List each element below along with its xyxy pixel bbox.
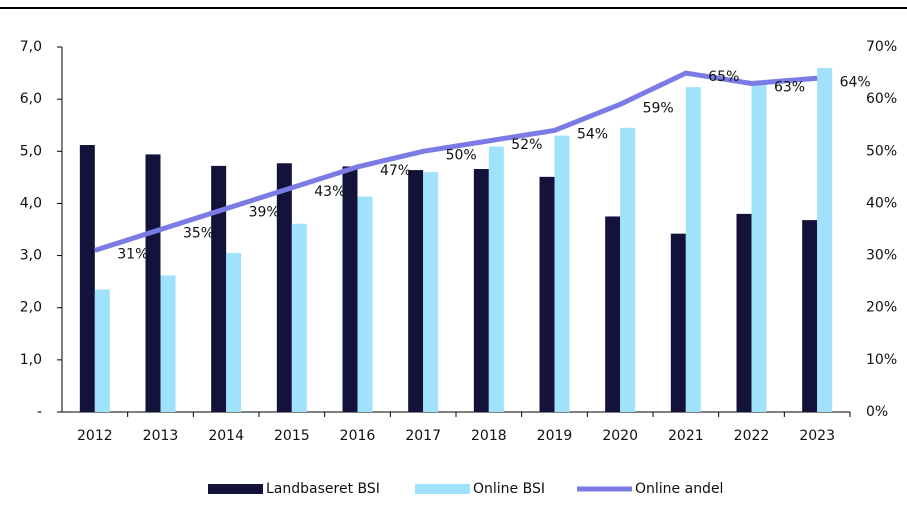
bar: [751, 83, 767, 412]
legend-swatch: [208, 484, 263, 494]
x-tick-label: 2012: [77, 428, 113, 444]
data-label: 47%: [380, 163, 411, 179]
bar: [145, 154, 161, 412]
bar: [342, 166, 358, 412]
x-tick-label: 2019: [537, 428, 573, 444]
x-tick-label: 2013: [143, 428, 179, 444]
bar: [408, 170, 424, 412]
y2-tick-label: 40%: [866, 195, 897, 211]
y-tick-label: -: [37, 404, 42, 420]
bar: [736, 213, 752, 412]
x-tick-label: 2023: [799, 428, 835, 444]
bar: [79, 145, 95, 412]
y2-tick-label: 60%: [866, 91, 897, 107]
y2-tick-label: 70%: [866, 39, 897, 55]
bar: [685, 87, 701, 413]
y2-tick-label: 50%: [866, 143, 897, 159]
x-tick-label: 2022: [734, 428, 770, 444]
y2-tick-label: 30%: [866, 248, 897, 264]
y2-tick-label: 20%: [866, 300, 897, 316]
line: [94, 70, 818, 253]
data-label: 35%: [183, 226, 214, 242]
bar: [211, 165, 227, 412]
y-tick-label: 2,0: [20, 300, 42, 316]
x-tick-label: 2020: [602, 428, 638, 444]
data-label: 64%: [840, 74, 871, 90]
legend-label: Landbaseret BSI: [266, 481, 380, 497]
x-tick-label: 2018: [471, 428, 507, 444]
bar: [94, 289, 110, 412]
x-tick-label: 2017: [405, 428, 441, 444]
x-tick-label: 2021: [668, 428, 704, 444]
bar: [226, 252, 242, 412]
bar: [291, 223, 307, 412]
y-tick-label: 5,0: [20, 143, 42, 159]
data-label: 43%: [314, 184, 345, 200]
y2-tick-label: 0%: [866, 404, 888, 420]
data-label: 65%: [708, 69, 739, 85]
y2-tick-label: 10%: [866, 352, 897, 368]
bar: [554, 135, 570, 412]
bar: [670, 233, 686, 412]
bar: [473, 169, 489, 412]
y-tick-label: 1,0: [20, 352, 42, 368]
x-tick-label: 2016: [340, 428, 376, 444]
data-label: 39%: [249, 205, 280, 221]
y-tick-label: 4,0: [20, 195, 42, 211]
y-tick-label: 3,0: [20, 248, 42, 264]
bar: [605, 216, 621, 412]
bar: [276, 163, 292, 412]
x-tick-label: 2014: [208, 428, 244, 444]
bar: [357, 196, 373, 412]
data-label: 63%: [774, 80, 805, 96]
data-label: 59%: [643, 100, 674, 116]
y-tick-label: 7,0: [20, 39, 42, 55]
bar: [620, 127, 636, 413]
bar: [539, 176, 555, 412]
bar: [488, 146, 504, 413]
legend-label: Online BSI: [473, 481, 545, 497]
y-tick-label: 6,0: [20, 91, 42, 107]
data-label: 31%: [117, 246, 148, 262]
bar: [817, 67, 833, 412]
x-tick-label: 2015: [274, 428, 310, 444]
data-label: 54%: [577, 126, 608, 142]
data-label: 52%: [511, 137, 542, 153]
data-label: 50%: [446, 147, 477, 163]
bar: [160, 275, 176, 412]
legend-label: Online andel: [635, 481, 723, 497]
bar: [423, 172, 439, 412]
bar: [802, 220, 818, 412]
legend-swatch: [415, 484, 470, 494]
